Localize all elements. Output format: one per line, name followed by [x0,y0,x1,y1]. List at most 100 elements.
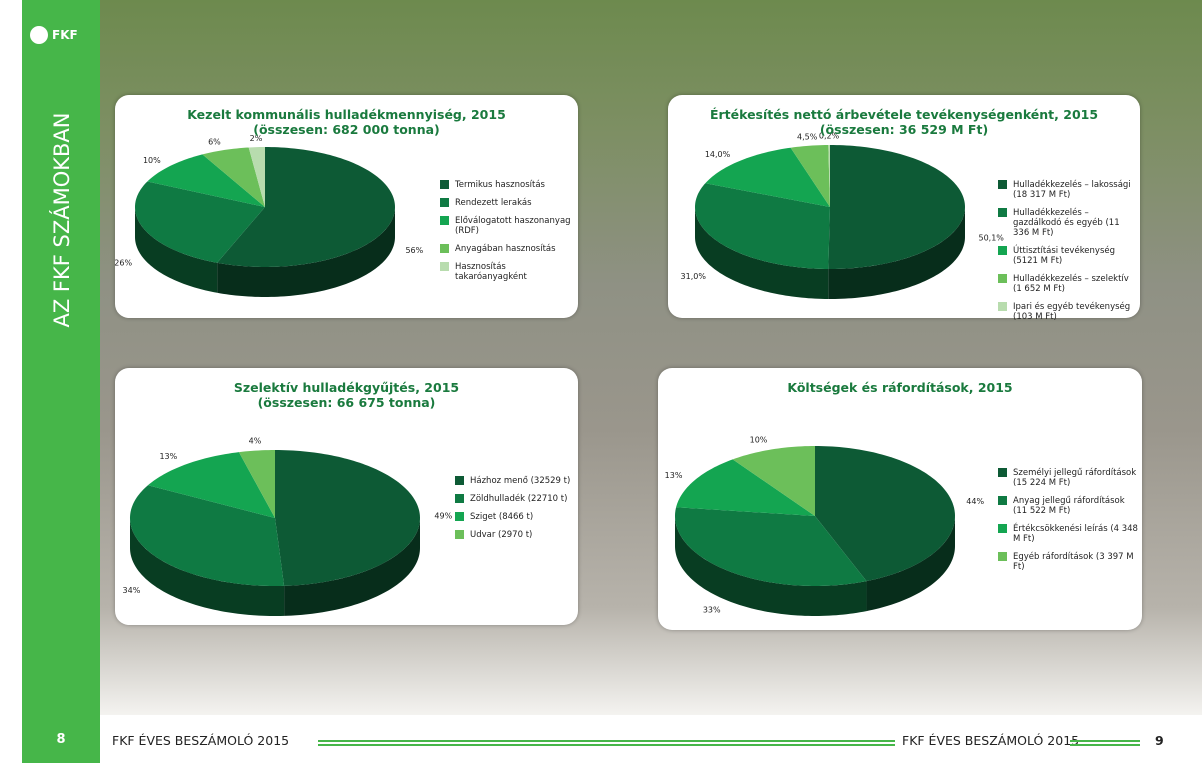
slice [705,147,830,207]
legend: Személyi jellegű ráfordítások (15 224 M … [998,468,1138,580]
legend-entry: Házhoz menő (32529 t) [455,476,575,486]
legend-swatch [998,246,1007,255]
legend-swatch [440,216,449,225]
legend-entry: Sziget (8466 t) [455,512,575,522]
legend-entry: Értékcsökkenési leírás (4 348 M Ft) [998,524,1138,544]
slice [732,446,815,516]
slice-label: 14,0% [705,150,731,159]
logo-text: FKF [52,28,78,42]
legend-label: Ipari és egyéb tevékenység (103 M Ft) [1013,302,1131,322]
legend-swatch [998,524,1007,533]
slice [202,147,265,207]
legend-label: Zöldhulladék (22710 t) [470,494,568,504]
legend-swatch [998,302,1007,311]
legend-entry: Hulladékkezelés – lakossági (18 317 M Ft… [998,180,1133,200]
slice-label: 56% [405,246,423,255]
legend-swatch [998,208,1007,217]
slice-label: 2% [250,134,263,143]
legend-swatch [440,262,449,271]
slice-label: 6% [208,137,221,146]
legend-label: Úttisztítási tevékenység (5121 M Ft) [1013,246,1116,266]
legend-label: Előválogatott haszonanyag (RDF) [455,216,571,236]
legend-entry: Egyéb ráfordítások (3 397 M Ft) [998,552,1138,572]
legend-swatch [455,512,464,521]
slice-label: 50,1% [978,233,1004,242]
legend-entry: Anyagában hasznosítás [440,244,575,254]
slice [828,145,830,207]
slice-label: 10% [750,435,768,444]
slice-label: 10% [143,156,161,165]
legend-entry: Termikus hasznosítás [440,180,575,190]
chart-panel: 49% 34% 13% 4% Szelektív hulladékgyűjtés, 20… [115,368,578,625]
pie-chart: 49% 34% 13% 4% [123,436,453,616]
chart-subtitle: (összesen: 66 675 tonna) [257,395,436,410]
slice-side [828,207,965,299]
page-number: 8 [56,732,66,747]
slice-side [284,518,420,616]
slice-side [135,207,218,293]
chart-subtitle: (összesen: 682 000 tonna) [253,122,440,137]
slice-label: 4,5% [797,133,818,142]
pie-chart: 44% 33% 13% 10% [665,435,984,616]
legend-label: Rendezett lerakás [455,198,532,208]
legend-label: Hasznosítás takaróanyagként [455,262,527,282]
legend-label: Házhoz menő (32529 t) [470,476,571,486]
slice [828,145,965,269]
slice-label: 13% [665,471,683,480]
slice [130,485,285,586]
legend-swatch [440,244,449,253]
slice-label: 34% [123,586,141,595]
legend-swatch [455,476,464,485]
chart-subtitle: (összesen: 36 529 M Ft) [819,122,989,137]
slice [815,446,955,582]
footer-rule [318,740,895,746]
slice [248,147,265,207]
legend-entry: Személyi jellegű ráfordítások (15 224 M … [998,468,1138,488]
slice-side [695,207,829,299]
legend-swatch [998,496,1007,505]
legend-label: Sziget (8466 t) [470,512,534,522]
chart-panel: 44% 33% 13% 10% Költségek és ráfordítások, 2… [658,368,1142,630]
legend-label: Egyéb ráfordítások (3 397 M Ft) [1013,552,1134,572]
slice-label: 33% [703,606,721,615]
legend-entry: Udvar (2970 t) [455,530,575,540]
pie-chart: 50,1% 31,0% 14,0% 4,5% 0,2% [681,132,1004,299]
legend-label: Értékcsökkenési leírás (4 348 M Ft) [1013,524,1138,544]
page-number: 9 [1155,733,1164,748]
legend-entry: Hulladékkezelés – szelektív (1 652 M Ft) [998,274,1133,294]
slice [217,147,395,267]
slice [695,183,830,269]
legend-entry: Előválogatott haszonanyag (RDF) [440,216,575,236]
chart-title: Költségek és ráfordítások, 2015 [787,380,1013,395]
legend-label: Hulladékkezelés – lakossági (18 317 M Ft… [1013,180,1131,200]
legend-entry: Rendezett lerakás [440,198,575,208]
sidebar-title: AZ FKF SZÁMOKBAN [50,112,74,328]
legend-label: Anyag jellegű ráfordítások (11 522 M Ft) [1013,496,1125,516]
footer-rule [1070,740,1140,746]
slice-label: 0,2% [819,132,840,141]
chart-title-block: Értékesítés nettó árbevétele tevékenység… [668,107,1140,137]
chart-title-block: Kezelt kommunális hulladékmennyiség, 201… [115,107,578,137]
chart-title: Értékesítés nettó árbevétele tevékenység… [709,107,1099,122]
slice [147,452,275,518]
slice [675,507,867,586]
logo: FKF [30,26,78,44]
legend-swatch [455,494,464,503]
legend-swatch [455,530,464,539]
legend-entry: Zöldhulladék (22710 t) [455,494,575,504]
legend-label: Hulladékkezelés – szelektív (1 652 M Ft) [1013,274,1129,294]
legend-label: Termikus hasznosítás [455,180,545,190]
slice-label: 4% [249,436,262,445]
chart-panel: 50,1% 31,0% 14,0% 4,5% 0,2% Értékesítés nettó… [668,95,1140,322]
legend: Hulladékkezelés – lakossági (18 317 M Ft… [998,180,1133,330]
legend-entry: Úttisztítási tevékenység (5121 M Ft) [998,246,1133,266]
legend-swatch [440,198,449,207]
slice-label: 44% [966,497,984,506]
sidebar: FKF AZ FKF SZÁMOKBAN 8 [22,0,100,763]
slice [147,154,265,207]
chart-title: Kezelt kommunális hulladékmennyiség, 201… [187,107,506,122]
legend-label: Udvar (2970 t) [470,530,533,540]
legend-entry: Hasznosítás takaróanyagként [440,262,575,282]
chart-title-block: Szelektív hulladékgyűjtés, 2015 (összesen… [115,380,578,410]
